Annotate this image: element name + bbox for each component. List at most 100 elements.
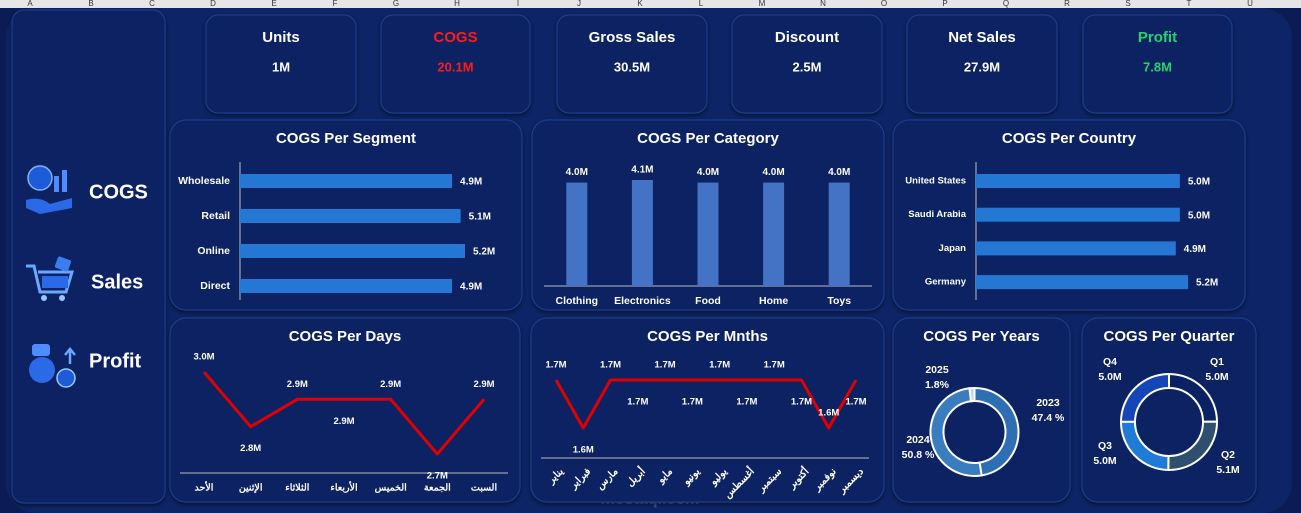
category-label: Direct bbox=[200, 280, 230, 292]
kpi-card bbox=[1082, 14, 1233, 114]
nav-item[interactable]: COGS bbox=[89, 181, 148, 203]
bar bbox=[240, 209, 461, 223]
value-label: 4.0M bbox=[697, 167, 719, 178]
slice-label: 2023 bbox=[1036, 397, 1060, 409]
kpi-value: 20.1M bbox=[437, 59, 473, 74]
chart-card bbox=[169, 317, 521, 503]
chart-title: COGS Per Country bbox=[1002, 130, 1137, 147]
chart-title: COGS Per Mnths bbox=[647, 328, 768, 345]
value-label: 2.9M bbox=[380, 379, 401, 390]
kpi-value: 27.9M bbox=[964, 59, 1000, 74]
kpi-card bbox=[380, 14, 531, 114]
category-label: الإثنين bbox=[239, 483, 263, 494]
kpi-card bbox=[906, 14, 1058, 114]
slice-value: 5.1M bbox=[1216, 464, 1240, 476]
value-label: 1.7M bbox=[627, 397, 648, 408]
value-label: 5.0M bbox=[1188, 177, 1210, 188]
kpi-label: Gross Sales bbox=[589, 29, 676, 46]
category-label: Retail bbox=[201, 210, 230, 222]
value-label: 1.6M bbox=[573, 445, 594, 456]
column-header: N bbox=[820, 0, 826, 8]
kpi-label: Profit bbox=[1138, 29, 1177, 46]
column-header: F bbox=[333, 0, 338, 8]
chart-title: COGS Per Segment bbox=[276, 130, 416, 147]
value-label: 4.0M bbox=[566, 167, 588, 178]
line-series bbox=[554, 378, 858, 430]
bar bbox=[976, 174, 1180, 188]
category-label: الخميس bbox=[375, 483, 407, 494]
chart-title: COGS Per Days bbox=[289, 328, 402, 345]
kpi-label: Discount bbox=[775, 29, 839, 46]
kpi-card bbox=[731, 14, 883, 114]
chart-card bbox=[1081, 317, 1257, 503]
kpi-label: Units bbox=[262, 29, 300, 46]
column-header: B bbox=[88, 0, 93, 8]
slice-label: Q4 bbox=[1103, 356, 1117, 368]
value-label: 1.7M bbox=[709, 360, 730, 371]
value-label: 5.2M bbox=[473, 247, 495, 258]
column-header-bar bbox=[0, 0, 1301, 8]
slice-value: 5.0M bbox=[1205, 371, 1229, 383]
sidebar bbox=[11, 9, 166, 504]
value-label: 1.7M bbox=[791, 397, 812, 408]
category-label: Home bbox=[759, 295, 788, 307]
slice-value: 5.0M bbox=[1093, 455, 1117, 467]
chart-card bbox=[530, 317, 885, 503]
value-label: 2.9M bbox=[473, 379, 494, 390]
column-header: O bbox=[881, 0, 887, 8]
category-label: Saudi Arabia bbox=[908, 209, 966, 220]
value-label: 4.9M bbox=[460, 177, 482, 188]
kpi-label: Net Sales bbox=[948, 29, 1016, 46]
doughnut-slice bbox=[1119, 372, 1170, 423]
kpi-card bbox=[556, 14, 708, 114]
category-label: Germany bbox=[925, 277, 967, 288]
chart-title: COGS Per Years bbox=[923, 328, 1039, 345]
column-header: D bbox=[210, 0, 216, 8]
value-label: 4.9M bbox=[460, 282, 482, 293]
value-label: 4.9M bbox=[1184, 244, 1206, 255]
slice-label: Q2 bbox=[1221, 449, 1235, 461]
bar bbox=[976, 275, 1188, 290]
column-header: K bbox=[637, 0, 643, 8]
column-header: L bbox=[699, 0, 704, 8]
value-label: 2.8M bbox=[240, 443, 261, 454]
column-header: H bbox=[454, 0, 460, 8]
doughnut-slice bbox=[968, 386, 976, 403]
column-header: E bbox=[271, 0, 276, 8]
value-label: 4.0M bbox=[828, 167, 850, 178]
bar bbox=[828, 182, 850, 286]
category-label: Clothing bbox=[556, 295, 599, 307]
kpi-label: COGS bbox=[433, 29, 477, 46]
cogs-icon bbox=[26, 165, 72, 214]
line-series bbox=[202, 371, 486, 456]
bar bbox=[566, 182, 588, 286]
kpi-value: 2.5M bbox=[793, 59, 822, 74]
category-label: Japan bbox=[939, 243, 967, 254]
category-label: الجمعة bbox=[424, 483, 451, 494]
category-label: Wholesale bbox=[178, 175, 230, 187]
slice-label: Q1 bbox=[1210, 356, 1224, 368]
column-header: R bbox=[1064, 0, 1070, 8]
category-label: Electronics bbox=[614, 295, 671, 307]
value-label: 2.9M bbox=[333, 416, 354, 427]
category-label: الثلاثاء bbox=[285, 483, 309, 494]
column-header: S bbox=[1125, 0, 1130, 8]
kpi-value: 7.8M bbox=[1143, 59, 1172, 74]
category-label: Toys bbox=[827, 295, 851, 307]
nav-item[interactable]: Sales bbox=[91, 271, 143, 293]
bar bbox=[976, 207, 1180, 222]
column-header: G bbox=[393, 0, 399, 8]
value-label: 1.7M bbox=[655, 360, 676, 371]
bar bbox=[240, 279, 453, 293]
column-header: M bbox=[759, 0, 766, 8]
chart-title: COGS Per Category bbox=[637, 130, 779, 147]
bar bbox=[697, 182, 719, 286]
value-label: 1.6M bbox=[818, 408, 839, 419]
value-label: 5.2M bbox=[1196, 278, 1218, 289]
category-label: الأحد bbox=[195, 482, 214, 494]
value-label: 2.7M bbox=[427, 471, 448, 482]
column-header: A bbox=[27, 0, 33, 8]
nav-item[interactable]: Profit bbox=[89, 350, 142, 372]
bar bbox=[763, 182, 785, 286]
value-label: 5.0M bbox=[1188, 210, 1210, 221]
